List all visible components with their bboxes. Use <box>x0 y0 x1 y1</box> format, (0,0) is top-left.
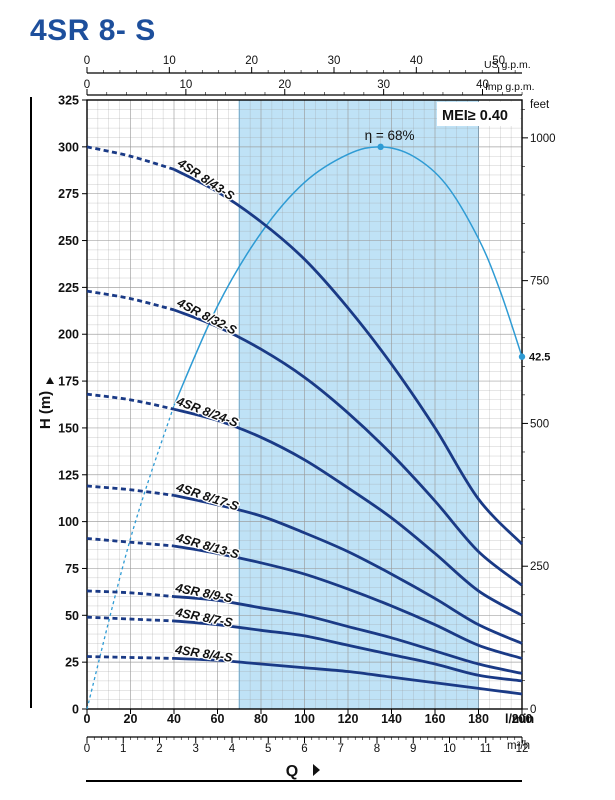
pump-curve-label: 4SR 8/43-S <box>174 155 237 203</box>
m3h-tick-label: 6 <box>301 743 307 755</box>
pump-curve-dashed <box>86 392 175 411</box>
y-axis-label: H (m) <box>37 391 54 429</box>
m3h-tick-label: 10 <box>443 743 456 755</box>
x-tick-label: 180 <box>468 712 489 726</box>
x-tick-label: 140 <box>381 712 402 726</box>
feet-tick-label: 500 <box>530 418 549 430</box>
us-gpm-tick-label: 50 <box>492 55 505 67</box>
m3h-tick-label: 3 <box>193 743 199 755</box>
us-gpm-tick-label: 10 <box>163 55 176 67</box>
pump-curve <box>173 544 523 660</box>
m3h-unit-label: m³/h <box>507 740 530 752</box>
us-gpm-tick-label: 20 <box>245 55 258 67</box>
y-tick-label: 150 <box>58 421 79 435</box>
pump-curve-label: 4SR 8/9-S <box>173 581 234 606</box>
efficiency-peak-label: η = 68% <box>365 128 415 143</box>
y-tick-label: 175 <box>58 375 79 389</box>
us-gpm-tick-label: 0 <box>84 55 90 67</box>
pump-curve-dashed <box>86 589 175 598</box>
imp-gpm-tick-label: 40 <box>476 79 489 91</box>
pump-curve <box>173 494 523 645</box>
pump-curve-label: 4SR 8/7-S <box>173 605 234 630</box>
mei-label: MEI≥ 0.40 <box>442 108 508 124</box>
imp-gpm-unit-label: Imp g.p.m. <box>485 81 535 93</box>
m3h-tick-label: 11 <box>480 743 492 755</box>
feet-tick-label: 1000 <box>530 133 556 145</box>
us-gpm-tick-label: 40 <box>410 55 423 67</box>
x-tick-label: 80 <box>254 712 268 726</box>
imp-gpm-tick-label: 30 <box>377 79 390 91</box>
x-axis-arrow-icon <box>313 764 320 776</box>
efficiency-end-label: 42.5 <box>529 352 550 364</box>
pump-curve-dashed <box>86 615 175 623</box>
x-tick-label: 40 <box>167 712 181 726</box>
y-tick-label: 75 <box>65 562 79 576</box>
pump-curve <box>173 619 523 683</box>
m3h-tick-label: 4 <box>229 743 236 755</box>
x-tick-label: 120 <box>338 712 359 726</box>
m3h-tick-label: 0 <box>84 743 90 755</box>
y-tick-label: 225 <box>58 281 79 295</box>
imp-gpm-tick-label: 20 <box>278 79 291 91</box>
x-tick-label: 200 <box>512 712 533 726</box>
pump-curve-label: 4SR 8/13-S <box>174 530 242 561</box>
us-gpm-unit-label: US g.p.m. <box>484 59 531 71</box>
y-tick-label: 300 <box>58 140 79 154</box>
x-axis-label: Q <box>286 763 298 780</box>
imp-gpm-tick-label: 0 <box>84 79 90 91</box>
pump-curve-dashed <box>86 655 175 660</box>
m3h-tick-label: 8 <box>374 743 380 755</box>
x-tick-label: 100 <box>294 712 315 726</box>
x-tick-label: 0 <box>84 712 91 726</box>
y-tick-label: 125 <box>58 468 79 482</box>
pump-curve <box>173 657 523 696</box>
m3h-tick-label: 5 <box>265 743 271 755</box>
efficiency-end-point <box>518 353 526 360</box>
pump-curve-dashed <box>86 145 175 171</box>
y-axis-arrow-icon <box>46 377 54 384</box>
efficiency-curve <box>173 146 523 406</box>
pump-curve <box>173 308 523 587</box>
m3h-tick-label: 2 <box>156 743 162 755</box>
us-gpm-tick-label: 30 <box>328 55 341 67</box>
x-unit-label: l/min <box>505 712 534 726</box>
y-tick-label: 100 <box>58 515 79 529</box>
y-tick-label: 25 <box>65 656 79 670</box>
x-tick-label: 60 <box>211 712 225 726</box>
y-tick-label: 0 <box>72 703 79 717</box>
y-tick-label: 250 <box>58 234 79 248</box>
m3h-tick-label: 1 <box>120 743 126 755</box>
efficiency-curve-dashed <box>86 405 175 710</box>
x-tick-label: 160 <box>425 712 446 726</box>
pump-curve-dashed <box>86 289 175 312</box>
pump-curve-dashed <box>86 484 175 497</box>
feet-unit-label: feet <box>530 99 550 111</box>
efficiency-peak-point <box>377 143 384 151</box>
y-tick-label: 325 <box>58 94 79 108</box>
feet-tick-label: 750 <box>530 276 549 288</box>
feet-tick-label: 250 <box>530 561 549 573</box>
pump-curve-label: 4SR 8/4-S <box>173 642 234 665</box>
feet-tick-label: 0 <box>530 704 536 716</box>
pump-curve <box>173 407 523 617</box>
pump-curve <box>173 595 523 675</box>
y-tick-label: 200 <box>58 328 79 342</box>
m3h-tick-label: 9 <box>410 743 416 755</box>
pump-curve <box>173 168 524 546</box>
y-tick-label: 50 <box>65 609 79 623</box>
pump-curve-dashed <box>86 537 175 548</box>
y-tick-label: 275 <box>58 187 79 201</box>
imp-gpm-tick-label: 10 <box>179 79 192 91</box>
mei-box <box>437 102 520 126</box>
chart-title: 4SR 8- S <box>30 14 156 47</box>
m3h-tick-label: 7 <box>338 743 344 755</box>
x-tick-label: 20 <box>124 712 138 726</box>
m3h-tick-label: 12 <box>516 743 529 755</box>
